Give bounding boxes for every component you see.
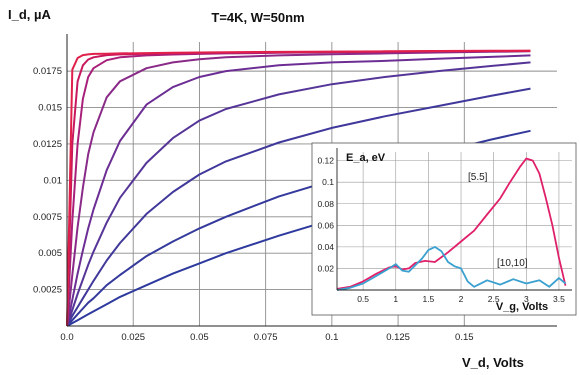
- inset-x-tick-label: 3.5: [553, 294, 565, 304]
- main-x-tick-label: 0.05: [190, 332, 209, 343]
- main-series-line: [66, 87, 531, 327]
- main-series-line: [66, 50, 531, 327]
- main-y-tick-label: 0.015: [38, 103, 62, 114]
- legend-label-5-5: [5.5]: [468, 172, 488, 183]
- main-y-tick-labels: 0.0025 0.005 0.0075 0.01 0.0125 0.015 0.0175: [33, 66, 62, 295]
- legend-label-10-10: [10,10]: [497, 258, 528, 269]
- main-series-line: [66, 49, 531, 327]
- inset-axes: [336, 148, 572, 291]
- inset-x-tick-label: 1.5: [422, 294, 434, 304]
- inset-x-tick-label: 0.5: [357, 294, 369, 304]
- inset-x-tick-label: 3: [524, 294, 529, 304]
- main-x-tick-labels: 0.0 0.025 0.05 0.075 0.1 0.125 0.15: [60, 332, 473, 343]
- inset-y-tick-label: 0.1: [322, 177, 334, 187]
- main-y-tick-label: 0.0175: [33, 66, 62, 77]
- inset-x-axis-label: V_g, Volts: [496, 301, 548, 313]
- inset-x-tick-label: 2.5: [488, 294, 500, 304]
- main-series-line: [66, 54, 531, 327]
- inset-y-axis-label: E_a, eV: [346, 152, 386, 164]
- main-x-axis-label: V_d, Volts: [462, 355, 524, 370]
- inset-y-tick-label: 0.12: [317, 156, 334, 166]
- inset-y-tick-label: 0.02: [317, 263, 334, 273]
- inset-series-line: [336, 246, 567, 291]
- main-y-axis-label: I_d, µA: [8, 7, 51, 22]
- inset-y-tick-label: 0.08: [317, 199, 334, 209]
- main-y-tick-label: 0.0075: [33, 212, 62, 223]
- main-x-tick-label: 0.0: [60, 332, 73, 343]
- inset-x-tick-labels: 0.5 1 1.5 2 2.5 3 3.5: [357, 294, 565, 304]
- main-axes: [66, 34, 557, 327]
- main-x-tick-label: 0.075: [254, 332, 278, 343]
- inset-x-tick-label: 2: [459, 294, 464, 304]
- main-y-tick-label: 0.0125: [33, 139, 62, 150]
- inset-y-tick-label: 0.04: [317, 242, 334, 252]
- main-x-tick-label: 0.15: [455, 332, 474, 343]
- main-x-tick-label: 0.025: [121, 332, 145, 343]
- main-y-tick-label: 0.01: [44, 175, 63, 186]
- main-title: T=4K, W=50nm: [211, 10, 304, 25]
- inset-y-tick-labels: 0.02 0.04 0.06 0.08 0.1 0.12: [317, 156, 334, 274]
- inset-series: [336, 157, 567, 291]
- main-x-tick-label: 0.1: [325, 332, 338, 343]
- inset-y-tick-label: 0.06: [317, 220, 334, 230]
- main-y-tick-label: 0.005: [38, 248, 62, 259]
- main-x-tick-label: 0.125: [386, 332, 410, 343]
- main-series-line: [66, 61, 531, 327]
- main-y-tick-label: 0.0025: [33, 285, 62, 296]
- inset-x-tick-label: 1: [393, 294, 398, 304]
